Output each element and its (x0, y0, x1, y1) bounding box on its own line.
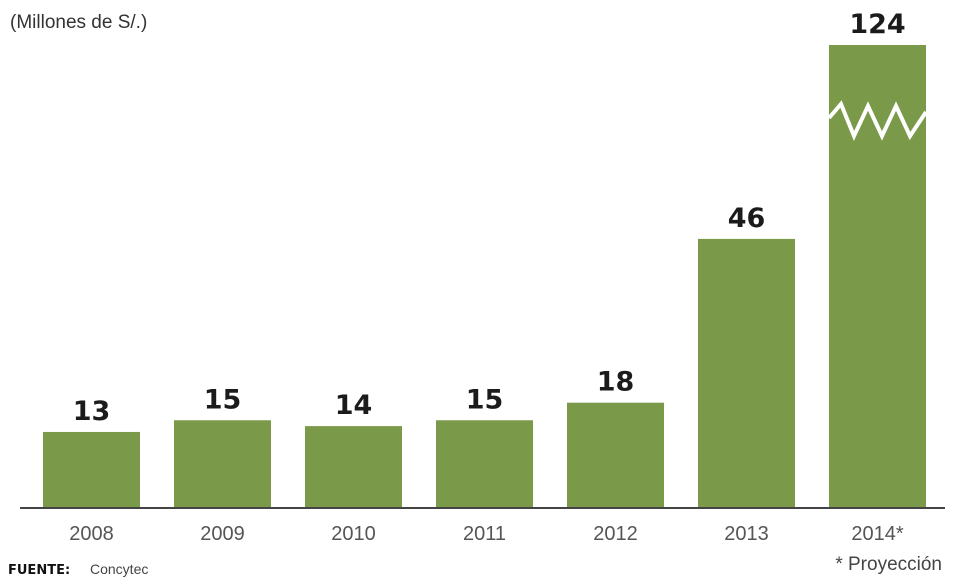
value-label-2008: 13 (73, 396, 111, 427)
source-value: Concytec (90, 561, 148, 577)
value-label-2010: 14 (335, 390, 373, 421)
bar-2012 (567, 402, 664, 508)
source-label: FUENTE: (8, 563, 70, 578)
value-label-2013: 46 (728, 203, 766, 234)
x-tick-2009: 2009 (200, 523, 245, 545)
x-tick-2008: 2008 (69, 523, 114, 545)
bar-2010 (305, 426, 402, 508)
x-tick-2013: 2013 (724, 523, 769, 545)
value-label-2009: 15 (204, 384, 242, 415)
x-tick-labels-group: 2008 2009 2010 2011 2012 2013 2014* (69, 523, 904, 545)
value-labels-group: 13 15 14 15 18 46 124 (73, 9, 906, 427)
bar-2009 (174, 420, 271, 508)
value-label-2012: 18 (597, 367, 635, 398)
value-label-2014: 124 (849, 9, 905, 40)
x-tick-2011: 2011 (463, 523, 506, 545)
bar-2008 (43, 431, 140, 508)
x-tick-2012: 2012 (593, 523, 638, 545)
chart-subtitle: (Millones de S/.) (10, 12, 147, 33)
x-tick-2010: 2010 (331, 523, 376, 545)
bars-group (43, 45, 928, 508)
x-tick-2014: 2014* (851, 523, 903, 545)
footnote: * Proyección (835, 554, 942, 575)
value-label-2011: 15 (466, 384, 504, 415)
bar-2013 (698, 238, 795, 508)
axis-break-marker (827, 100, 928, 142)
bar-2011 (436, 420, 533, 508)
